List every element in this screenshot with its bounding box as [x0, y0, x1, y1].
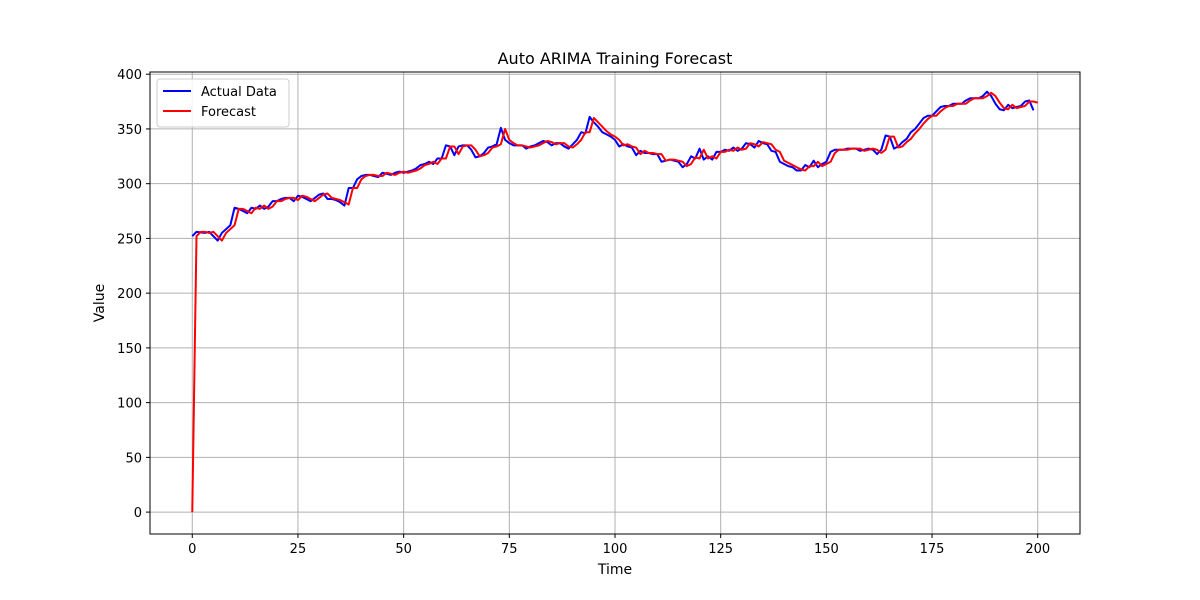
x-tick-label: 125: [708, 542, 733, 557]
y-axis-label: Value: [92, 284, 108, 322]
x-tick-label: 175: [920, 542, 945, 557]
series-line-forecast: [191, 91, 1038, 513]
y-tick-label: 400: [117, 68, 142, 83]
x-tick-label: 100: [603, 542, 628, 557]
grid-lines: [150, 72, 1080, 534]
y-tick-label: 100: [117, 397, 142, 412]
legend: Actual Data Forecast: [156, 78, 290, 128]
y-tick-label: 350: [117, 123, 142, 138]
legend-label-actual-data: Actual Data: [201, 85, 277, 100]
y-tick-label: 300: [117, 178, 142, 193]
y-tick-label: 150: [117, 342, 142, 357]
x-axis-label: Time: [597, 562, 632, 578]
x-tick-label: 25: [290, 542, 307, 557]
y-axis-ticks: 0 50 100 150 200 250 300 350 400: [117, 68, 150, 521]
x-tick-label: 200: [1025, 542, 1050, 557]
y-tick-label: 200: [117, 287, 142, 302]
x-tick-label: 75: [501, 542, 518, 557]
series-lines: [191, 90, 1038, 513]
y-tick-label: 50: [125, 451, 142, 466]
series-line-actual-data: [191, 90, 1035, 242]
chart-title: Auto ARIMA Training Forecast: [498, 49, 733, 68]
x-axis-ticks: 0 25 50 75 100 125 150 175 200: [188, 534, 1050, 557]
y-tick-label: 250: [117, 232, 142, 247]
x-tick-label: 0: [188, 542, 196, 557]
x-tick-label: 50: [395, 542, 412, 557]
x-tick-label: 150: [814, 542, 839, 557]
y-tick-label: 0: [134, 506, 142, 521]
legend-label-forecast: Forecast: [201, 105, 256, 120]
